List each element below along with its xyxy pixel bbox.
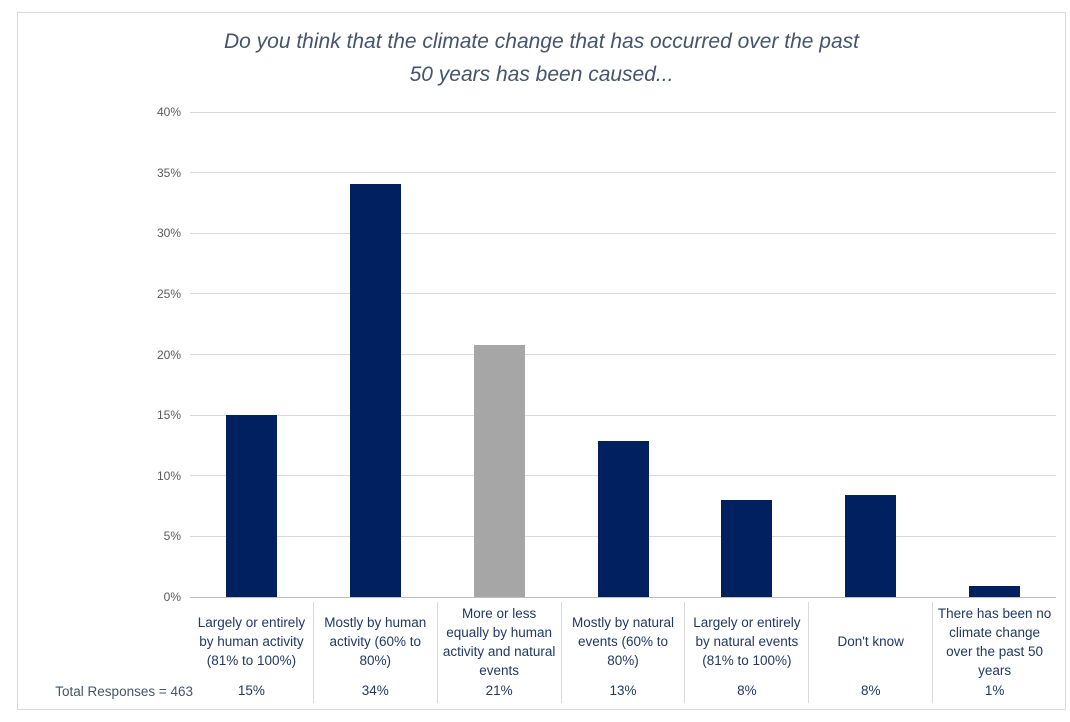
bar-3	[474, 345, 525, 597]
y-axis-tick-label: 10%	[156, 468, 181, 483]
gridline	[190, 172, 1056, 174]
category-cell-2: Mostly by human activity (60% to 80%) 34%	[312, 602, 437, 703]
category-label-wrap: Mostly by natural events (60% to 80%)	[562, 602, 685, 681]
category-label: Don't know	[837, 634, 904, 649]
y-axis-tick-label: 30%	[156, 226, 181, 241]
category-label-wrap: More or less equally by human activity a…	[438, 602, 561, 681]
category-label: Largely or entirely by human activity (8…	[197, 615, 306, 668]
y-axis-tick-label: 35%	[156, 165, 181, 180]
category-cell-3: More or less equally by human activity a…	[436, 602, 561, 703]
category-value-label: 21%	[485, 683, 513, 698]
total-responses-note: Total Responses = 463	[55, 684, 193, 699]
category-cell-1: Largely or entirely by human activity (8…	[190, 602, 313, 703]
y-axis-tick-label: 0%	[163, 590, 181, 604]
category-label-wrap: Largely or entirely by human activity (8…	[190, 602, 313, 681]
gridline	[190, 354, 1056, 355]
bar-7	[969, 586, 1020, 597]
gridline	[190, 414, 1056, 416]
category-label: Largely or entirely by natural events (8…	[693, 615, 801, 668]
gridline	[190, 293, 1056, 295]
category-cell-5: Largely or entirely by natural events (8…	[684, 602, 808, 703]
y-axis-tick-label: 40%	[156, 105, 181, 119]
gridline	[190, 111, 1056, 113]
gridline	[190, 232, 1056, 234]
bar-5	[721, 500, 772, 597]
category-value-label: 8%	[860, 683, 881, 698]
category-value-label: 13%	[609, 683, 637, 698]
chart-title: Do you think that the climate change tha…	[17, 25, 1066, 91]
bar-6	[845, 495, 896, 597]
category-value-label: 1%	[984, 683, 1005, 698]
category-label-wrap: There has been no climate change over th…	[933, 602, 1056, 681]
category-cell-4: Mostly by natural events (60% to 80%) 13%	[560, 602, 685, 703]
category-label-wrap: Largely or entirely by natural events (8…	[685, 602, 808, 681]
bar-1	[226, 415, 277, 597]
y-axis-tick-label: 5%	[163, 529, 181, 544]
category-label: Mostly by natural events (60% to 80%)	[571, 615, 675, 668]
category-value-label: 15%	[237, 683, 265, 698]
category-cell-7: There has been no climate change over th…	[932, 602, 1056, 703]
y-axis-tick-label: 15%	[156, 408, 181, 423]
category-cell-6: Don't know 8%	[808, 602, 932, 703]
category-label: Mostly by human activity (60% to 80%)	[324, 615, 427, 668]
category-axis: Largely or entirely by human activity (8…	[190, 602, 1056, 703]
category-label-wrap: Mostly by human activity (60% to 80%)	[314, 602, 437, 681]
bar-4	[598, 441, 649, 597]
category-value-label: 8%	[737, 683, 757, 698]
category-label-wrap: Don't know	[809, 602, 932, 681]
y-axis-tick-label: 25%	[156, 286, 181, 301]
category-value-label: 34%	[361, 683, 389, 698]
y-axis-tick-label: 20%	[156, 347, 181, 362]
chart-title-line-1: Do you think that the climate change tha…	[223, 30, 860, 53]
x-axis-line	[190, 596, 1056, 598]
chart-title-line-2: 50 years has been caused...	[409, 63, 674, 86]
category-label: More or less equally by human activity a…	[442, 605, 556, 678]
bar-2	[350, 184, 401, 597]
category-label: There has been no climate change over th…	[937, 605, 1052, 678]
